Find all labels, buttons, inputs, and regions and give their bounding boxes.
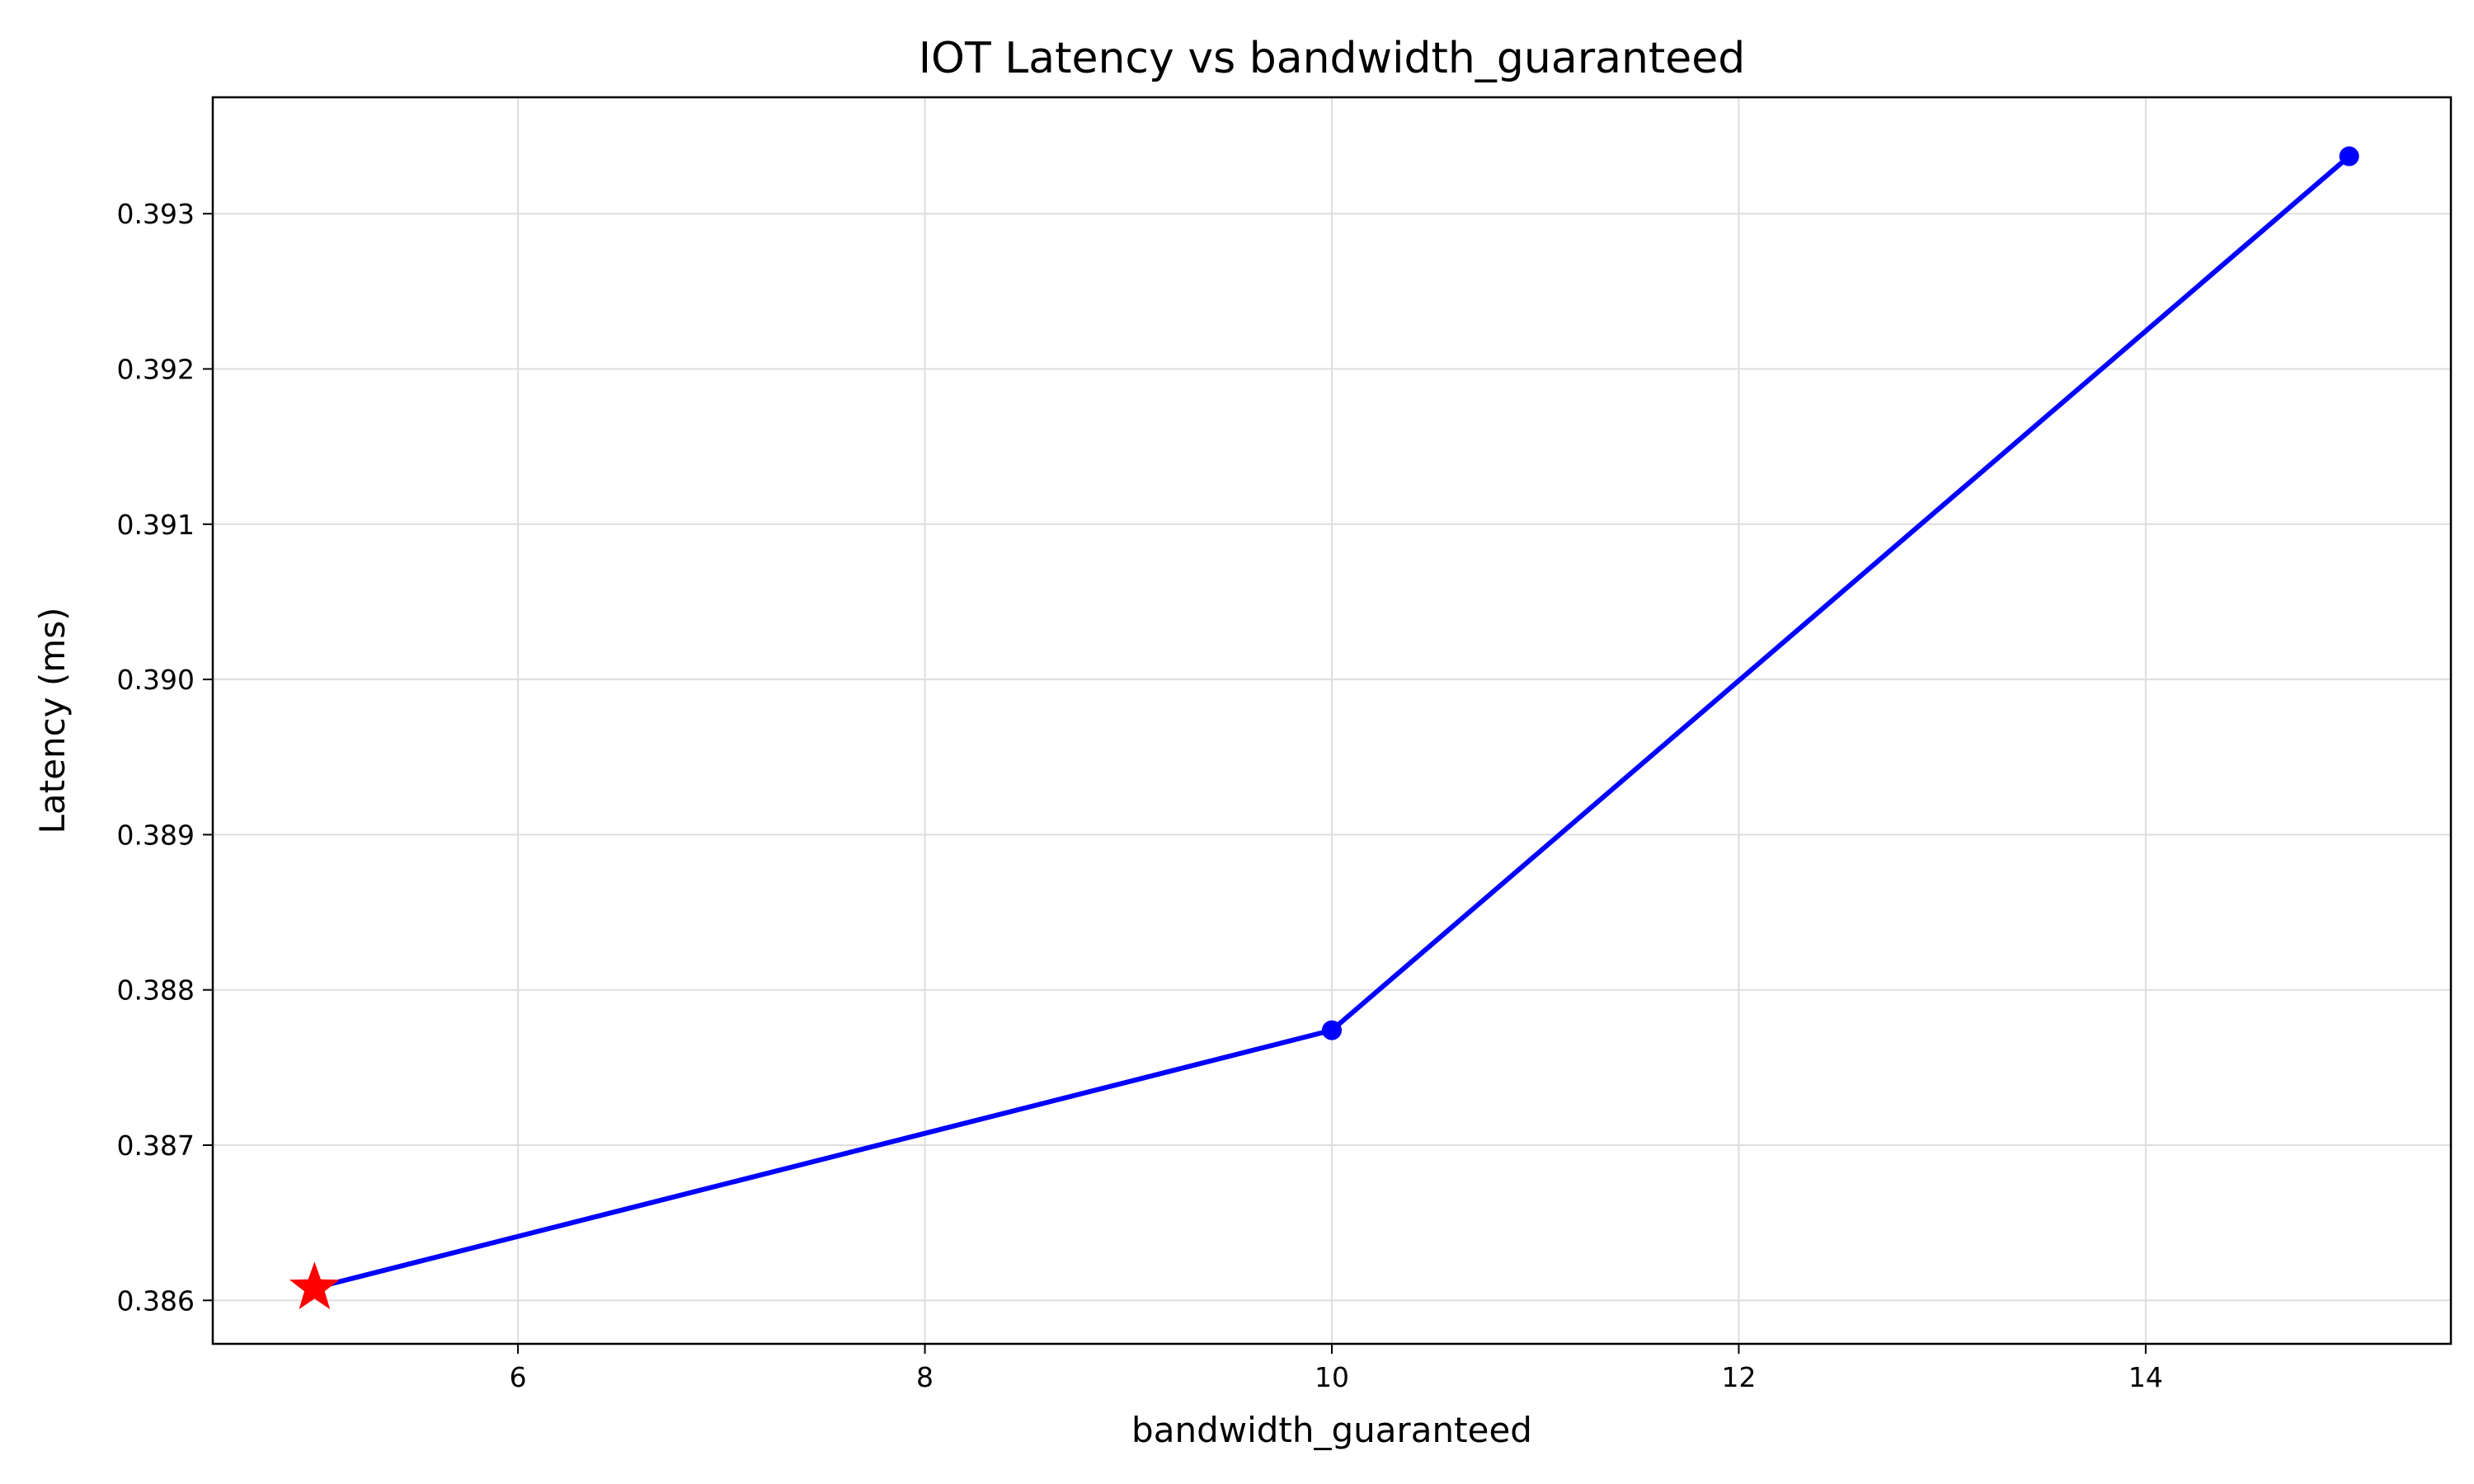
data-point [2339,146,2359,167]
x-tick-label: 12 [1721,1361,1756,1393]
axes-ticks: 6 8 10 12 14 0.386 0.387 0.388 0.389 0.390 0.391 0.… [117,198,2163,1393]
series-layer [289,146,2359,1310]
y-tick-label: 0.392 [117,354,195,386]
x-tick-label: 6 [510,1361,527,1393]
x-tick-label: 10 [1315,1361,1349,1393]
x-tick-label: 8 [916,1361,934,1393]
y-tick-label: 0.388 [117,974,195,1007]
y-tick-label: 0.386 [117,1284,195,1317]
y-axis-label: Latency (ms) [32,608,73,834]
x-axis-label: bandwidth_guaranteed [1131,1410,1532,1450]
y-tick-label: 0.389 [117,819,195,851]
y-tick-label: 0.390 [117,664,195,696]
y-tick-label: 0.387 [117,1129,195,1162]
chart-title: IOT Latency vs bandwidth_guaranteed [919,34,1746,83]
highlight-star-marker [289,1261,340,1310]
x-tick-label: 14 [2128,1361,2163,1393]
data-point [1322,1020,1342,1040]
y-tick-label: 0.391 [117,509,195,541]
grid [213,97,2451,1344]
y-tick-label: 0.393 [117,198,195,230]
